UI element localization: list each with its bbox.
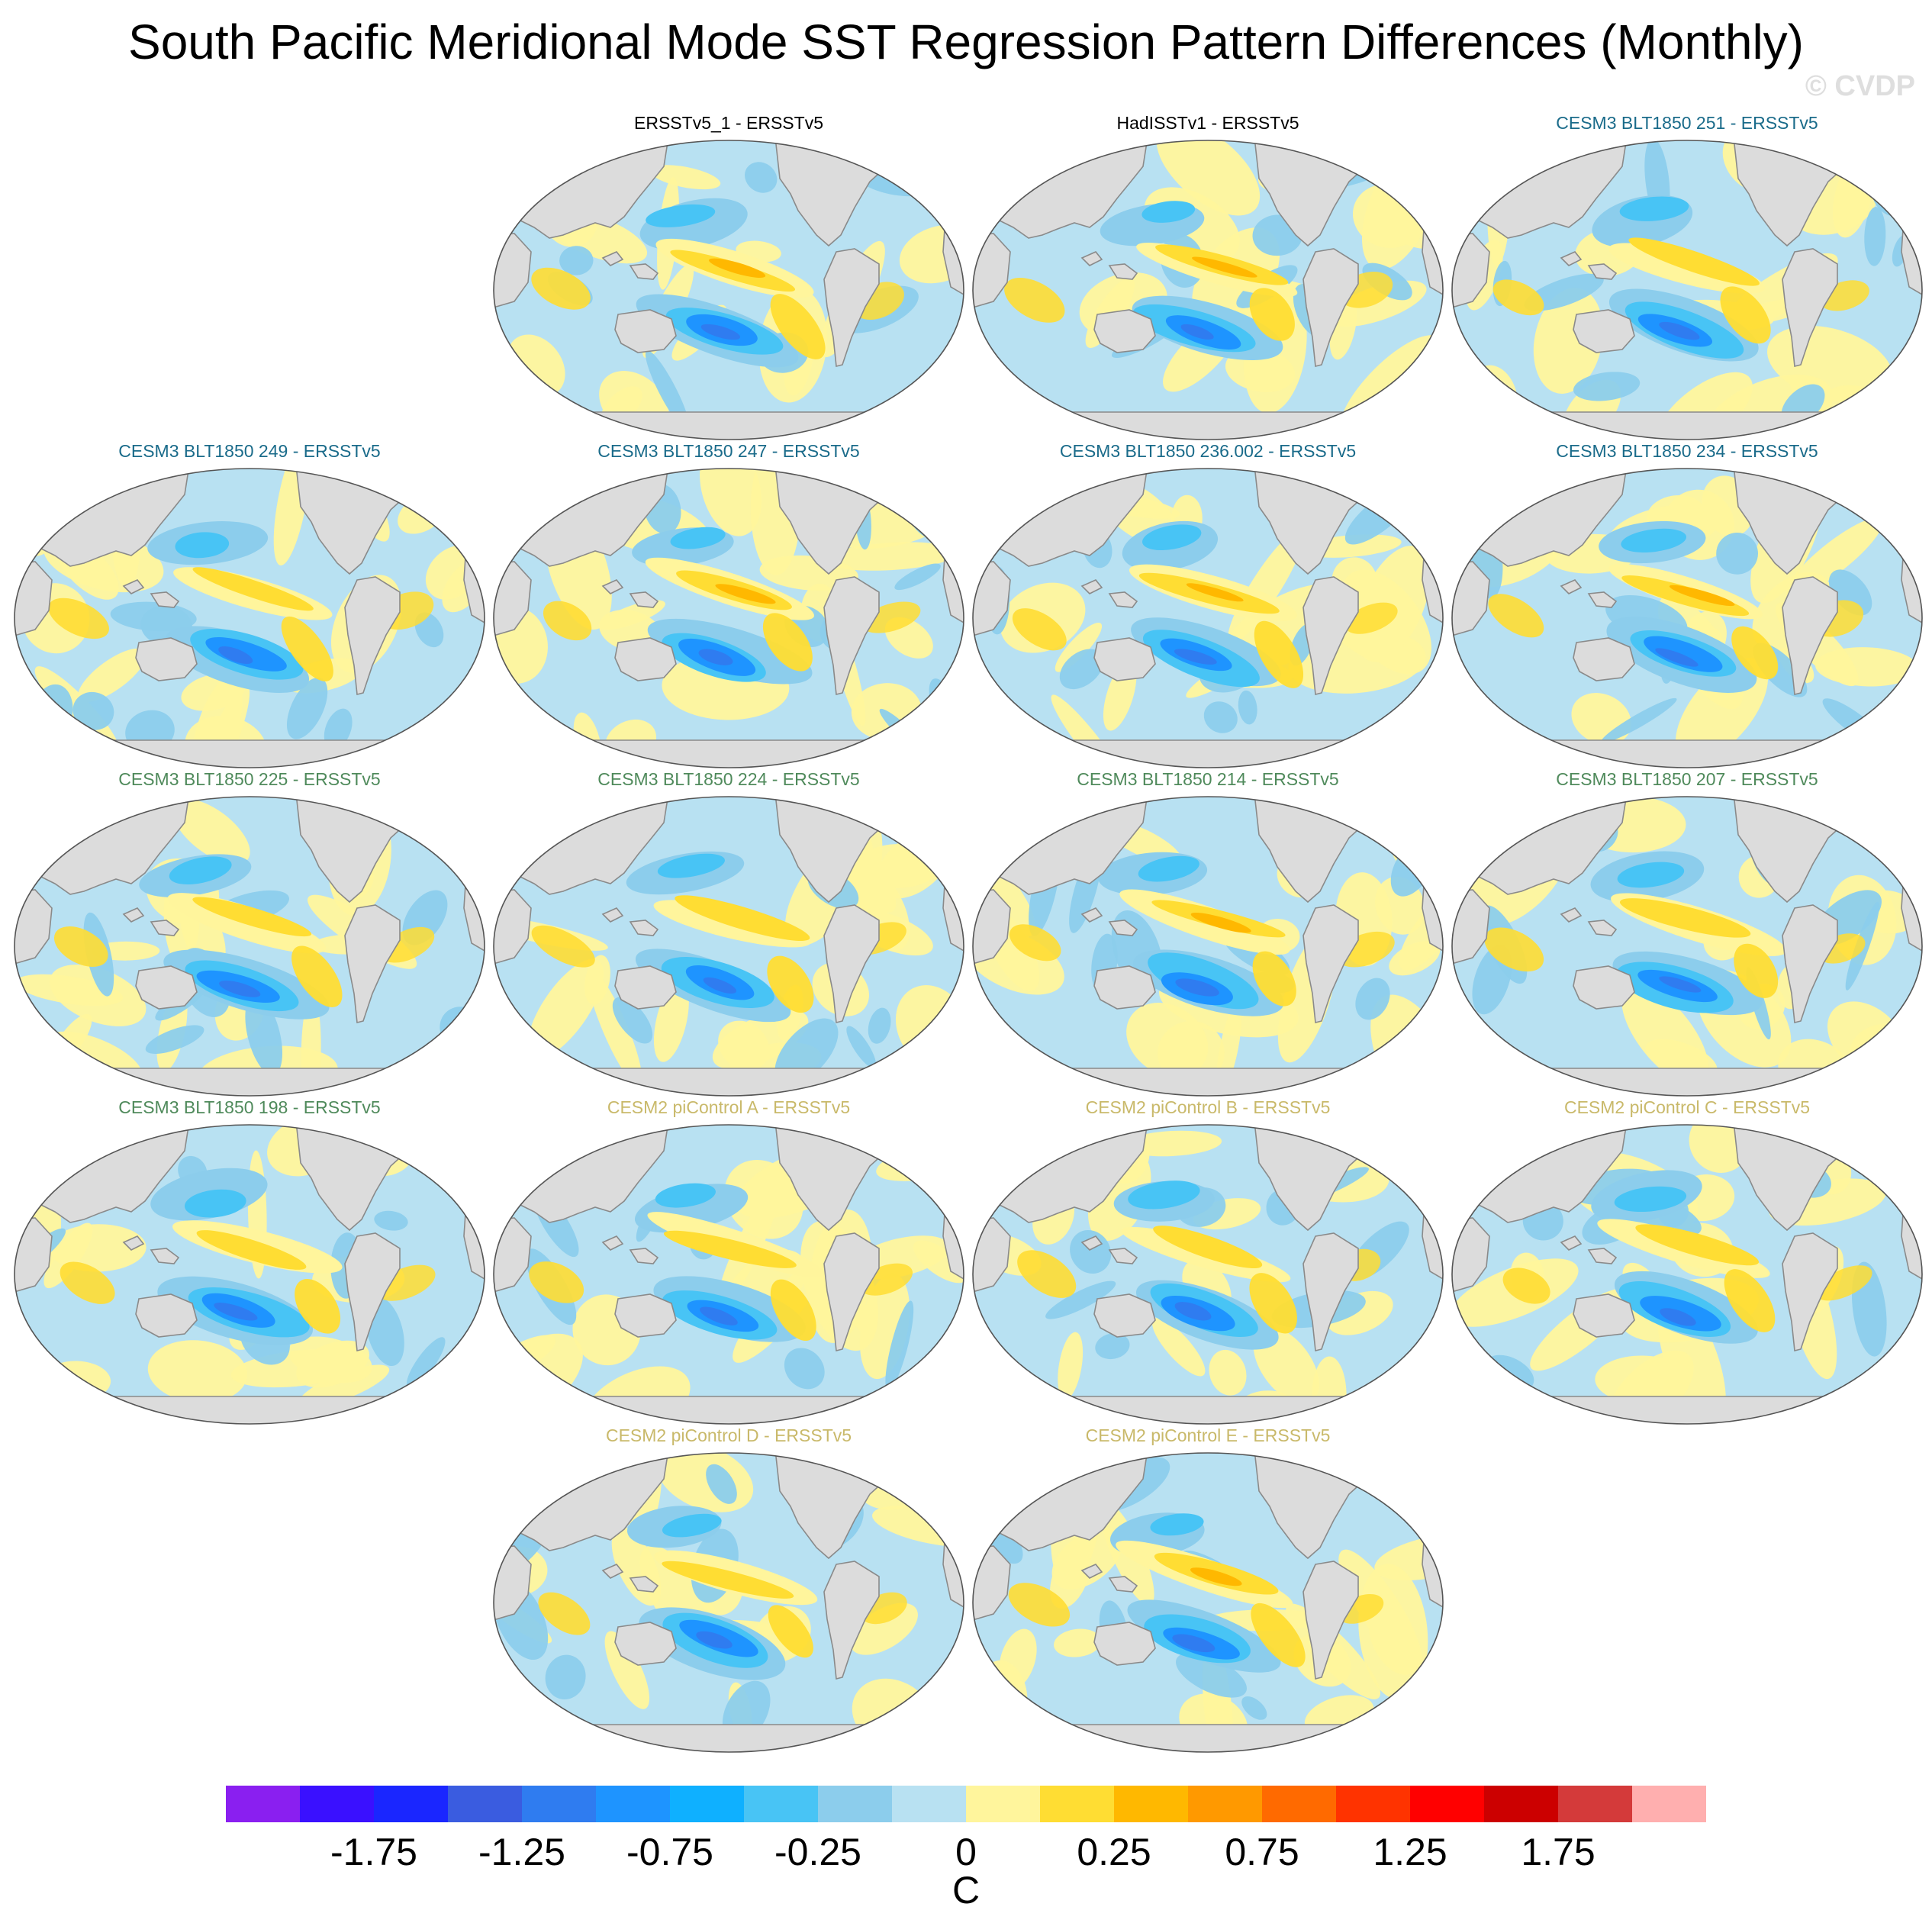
- panel-title: CESM2 piControl B - ERSSTv5: [1085, 1097, 1331, 1117]
- colorbar-tick-label: -1.25: [478, 1831, 565, 1873]
- colorbar-swatch: [1410, 1786, 1484, 1822]
- panel-title: CESM2 piControl D - ERSSTv5: [605, 1425, 852, 1445]
- panel-title: CESM3 BLT1850 198 - ERSSTv5: [118, 1097, 381, 1117]
- sst-regression-map: [14, 468, 485, 768]
- sst-regression-map: [972, 1124, 1444, 1425]
- sst-regression-map: [1451, 796, 1923, 1097]
- map-panel: CESM3 BLT1850 224 - ERSSTv5: [488, 769, 969, 1097]
- colorbar-swatch: [1040, 1786, 1114, 1822]
- panel-title: CESM2 piControl E - ERSSTv5: [1085, 1425, 1331, 1445]
- map-panel: CESM3 BLT1850 247 - ERSSTv5: [488, 441, 969, 769]
- colorbar-tick-label: 0.75: [1225, 1831, 1299, 1873]
- colorbar-tick-label: 1.75: [1521, 1831, 1596, 1873]
- map-panel: CESM3 BLT1850 236.002 - ERSSTv5: [968, 441, 1448, 769]
- colorbar-swatch: [226, 1786, 300, 1822]
- map-panel: ERSSTv5_1 - ERSSTv5: [488, 113, 969, 441]
- figure-title: South Pacific Meridional Mode SST Regres…: [128, 14, 1804, 69]
- colorbar-swatch: [522, 1786, 596, 1822]
- colorbar-swatch: [1558, 1786, 1632, 1822]
- panel-title: CESM3 BLT1850 224 - ERSSTv5: [597, 769, 860, 789]
- map-panel: CESM2 piControl C - ERSSTv5: [1447, 1097, 1927, 1425]
- map-panel: CESM3 BLT1850 251 - ERSSTv5: [1447, 113, 1927, 441]
- map-panel: CESM2 piControl D - ERSSTv5: [488, 1425, 969, 1754]
- colorbar-swatch: [744, 1786, 818, 1822]
- colorbar-tick-label: -0.25: [774, 1831, 861, 1873]
- panel-title: CESM3 BLT1850 247 - ERSSTv5: [597, 441, 860, 461]
- panel-title: CESM3 BLT1850 234 - ERSSTv5: [1556, 441, 1818, 461]
- panel-title: CESM3 BLT1850 249 - ERSSTv5: [118, 441, 381, 461]
- map-panel: CESM2 piControl E - ERSSTv5: [968, 1425, 1448, 1754]
- sst-regression-map: [972, 468, 1444, 768]
- panel-title: CESM3 BLT1850 251 - ERSSTv5: [1556, 113, 1818, 133]
- colorbar-swatch: [892, 1786, 966, 1822]
- colorbar-tick-label: -0.75: [626, 1831, 713, 1873]
- colorbar-tick-label: 0.25: [1077, 1831, 1151, 1873]
- cvdp-watermark: © CVDP: [1805, 70, 1915, 102]
- sst-regression-map: [14, 1124, 485, 1425]
- sst-regression-map: [493, 468, 964, 768]
- sst-regression-map: [14, 796, 485, 1097]
- colorbar-tick-label: 1.25: [1373, 1831, 1447, 1873]
- panel-title: ERSSTv5_1 - ERSSTv5: [634, 113, 823, 133]
- map-panel: CESM2 piControl B - ERSSTv5: [968, 1097, 1448, 1425]
- colorbar-labels: -1.75 -1.25 -0.75 -0.25 0 0.25 0.75 1.25 1.75: [0, 1830, 1932, 1876]
- sst-regression-map: [493, 1124, 964, 1425]
- panel-title: CESM3 BLT1850 225 - ERSSTv5: [118, 769, 381, 789]
- map-panel: CESM3 BLT1850 225 - ERSSTv5: [9, 769, 490, 1097]
- colorbar-unit: C: [952, 1869, 980, 1912]
- panel-title: CESM2 piControl A - ERSSTv5: [607, 1097, 851, 1117]
- panel-title: CESM3 BLT1850 236.002 - ERSSTv5: [1059, 441, 1357, 461]
- map-panel: CESM3 BLT1850 249 - ERSSTv5: [9, 441, 490, 769]
- colorbar: [226, 1786, 1706, 1822]
- sst-regression-map: [493, 1452, 964, 1753]
- map-panel: CESM3 BLT1850 198 - ERSSTv5: [9, 1097, 490, 1425]
- colorbar-swatch: [448, 1786, 522, 1822]
- sst-regression-map: [1451, 140, 1923, 440]
- colorbar-swatch: [596, 1786, 670, 1822]
- colorbar-swatch: [818, 1786, 892, 1822]
- colorbar-swatch: [1336, 1786, 1410, 1822]
- sst-regression-map: [1451, 1124, 1923, 1425]
- colorbar-swatch: [670, 1786, 744, 1822]
- sst-regression-map: [493, 796, 964, 1097]
- sst-regression-map: [1451, 468, 1923, 768]
- colorbar-swatch: [1114, 1786, 1188, 1822]
- panel-title: CESM3 BLT1850 207 - ERSSTv5: [1556, 769, 1818, 789]
- map-panel: CESM3 BLT1850 234 - ERSSTv5: [1447, 441, 1927, 769]
- map-panel: HadISSTv1 - ERSSTv5: [968, 113, 1448, 441]
- colorbar-swatch: [1262, 1786, 1336, 1822]
- colorbar-swatch: [1632, 1786, 1706, 1822]
- colorbar-tick-label: -1.75: [330, 1831, 417, 1873]
- sst-regression-map: [972, 1452, 1444, 1753]
- sst-regression-map: [972, 796, 1444, 1097]
- colorbar-swatch: [1484, 1786, 1558, 1822]
- map-panel: CESM2 piControl A - ERSSTv5: [488, 1097, 969, 1425]
- colorbar-tick-label: 0: [955, 1831, 977, 1873]
- map-panel: CESM3 BLT1850 214 - ERSSTv5: [968, 769, 1448, 1097]
- map-panel: CESM3 BLT1850 207 - ERSSTv5: [1447, 769, 1927, 1097]
- panel-title: CESM3 BLT1850 214 - ERSSTv5: [1077, 769, 1339, 789]
- sst-regression-map: [493, 140, 964, 440]
- colorbar-swatch: [1188, 1786, 1262, 1822]
- panel-title: CESM2 piControl C - ERSSTv5: [1563, 1097, 1811, 1117]
- colorbar-swatch: [374, 1786, 448, 1822]
- panel-title: HadISSTv1 - ERSSTv5: [1116, 113, 1299, 133]
- colorbar-swatch: [300, 1786, 374, 1822]
- sst-regression-map: [972, 140, 1444, 440]
- colorbar-swatch: [966, 1786, 1040, 1822]
